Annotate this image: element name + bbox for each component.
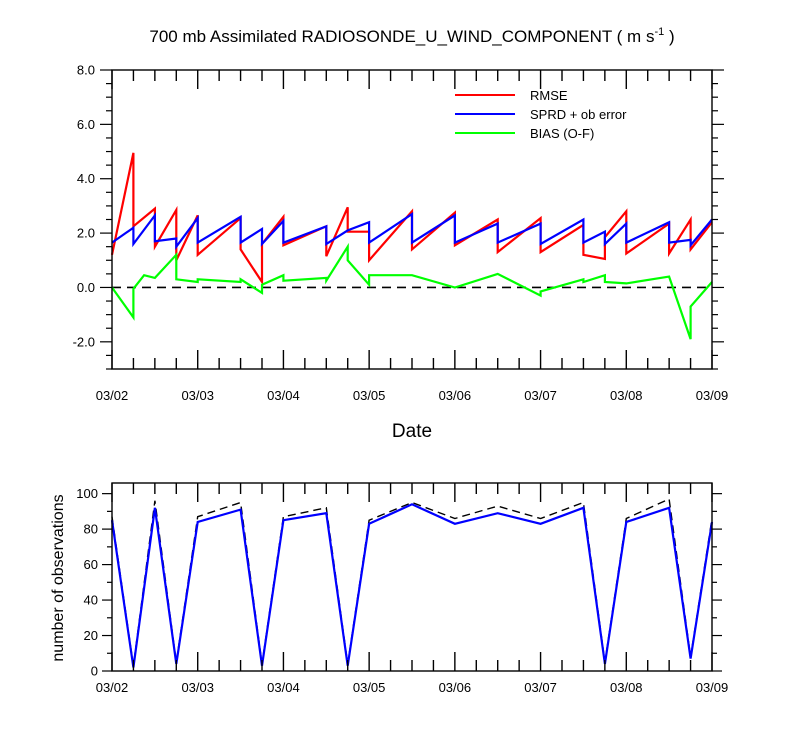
legend-label: SPRD + ob error (530, 107, 627, 122)
x-tick-label: 03/04 (267, 680, 300, 695)
bottom-chart-series (110, 497, 714, 668)
legend-label: BIAS (O-F) (530, 126, 594, 141)
top-chart-axes: 03/02 03/03 03/04 03/05 03/06 03/07 03/08 03/09… (73, 63, 729, 404)
top-chart-series (110, 152, 713, 340)
y-tick-label: 0.0 (77, 280, 95, 295)
y-tick-label: -2.0 (73, 334, 95, 349)
x-tick-label: 03/04 (267, 388, 300, 403)
y-tick-label: 2.0 (77, 226, 95, 241)
x-tick-label: 03/08 (610, 388, 643, 403)
chart-title-superscript: -1 (654, 26, 664, 38)
x-tick-label: 03/06 (439, 680, 472, 695)
x-tick-label: 03/07 (524, 388, 557, 403)
series-line-sprd-ob-error (111, 212, 713, 251)
x-tick-label: 03/05 (353, 388, 386, 403)
x-tick-label: 03/07 (524, 680, 557, 695)
x-tick-label: 03/02 (96, 388, 129, 403)
y-tick-label: 100 (76, 486, 98, 501)
plot-frame (111, 482, 713, 672)
x-tick-label: 03/03 (181, 680, 214, 695)
legend-label: RMSE (530, 88, 568, 103)
y-tick-label: 4.0 (77, 171, 95, 186)
chart-title: 700 mb Assimilated RADIOSONDE_U_WIND_COM… (149, 26, 674, 46)
x-tick-label: 03/08 (610, 680, 643, 695)
x-tick-label: 03/02 (96, 680, 129, 695)
y-tick-label: 20 (84, 628, 98, 643)
chart-title-end: ) (664, 27, 674, 46)
top-chart-legend: RMSE SPRD + ob error BIAS (O-F) (455, 88, 627, 141)
series-line-bias-o-f (111, 242, 713, 340)
x-tick-label: 03/06 (439, 388, 472, 403)
bottom-chart-ylabel: number of observations (50, 494, 67, 661)
y-tick-label: 6.0 (77, 117, 95, 132)
x-tick-label: 03/05 (353, 680, 386, 695)
y-tick-label: 0 (91, 664, 98, 679)
x-tick-label: 03/09 (696, 680, 729, 695)
top-chart-xlabel: Date (392, 421, 432, 442)
bottom-chart-axes: 03/02 03/03 03/04 03/05 03/06 03/07 03/08 03/09… (76, 482, 729, 695)
x-tick-label: 03/09 (696, 388, 729, 403)
chart-title-main: 700 mb Assimilated RADIOSONDE_U_WIND_COM… (149, 27, 654, 46)
series-line-assimilated (110, 503, 714, 668)
x-tick-label: 03/03 (181, 388, 214, 403)
y-tick-label: 60 (84, 557, 98, 572)
series-line-possible (111, 497, 713, 666)
y-tick-label: 80 (84, 522, 98, 537)
series-line-rmse (110, 152, 713, 286)
y-tick-label: 8.0 (77, 63, 95, 78)
y-tick-label: 40 (84, 593, 98, 608)
